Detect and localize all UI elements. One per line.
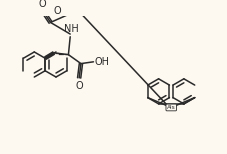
Text: O: O bbox=[75, 81, 83, 91]
Text: Als: Als bbox=[167, 105, 176, 110]
Text: NH: NH bbox=[64, 24, 79, 34]
Text: O: O bbox=[54, 6, 62, 16]
Text: O: O bbox=[39, 0, 46, 9]
Text: OH: OH bbox=[94, 57, 109, 67]
